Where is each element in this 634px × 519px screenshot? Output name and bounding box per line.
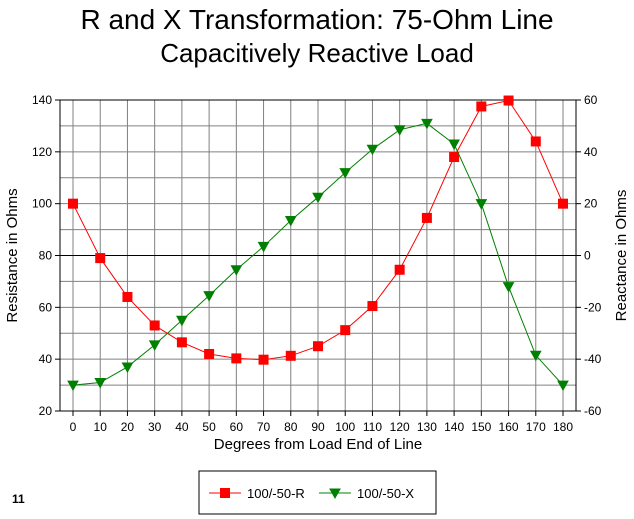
reactance-point [366, 144, 379, 156]
left-y-tick-label: 140 [32, 93, 52, 107]
resistance-point [367, 301, 378, 312]
page-number: 11 [12, 492, 25, 506]
axis-ticks: 0 10 20 30 40 50 60 70 80 90 100 110 120 130 140 150 160… [32, 93, 602, 434]
x-tick-label: 150 [471, 420, 491, 434]
resistance-point [503, 95, 514, 106]
chart-title: R and X Transformation: 75-Ohm Line [80, 4, 554, 35]
reactance-point [393, 125, 406, 136]
reactance-point [312, 192, 324, 204]
x-tick-label: 30 [148, 420, 162, 434]
reactance-point [529, 350, 542, 362]
x-tick-label: 0 [70, 420, 77, 434]
resistance-point [476, 101, 487, 112]
resistance-point [231, 353, 242, 364]
x-tick-label: 160 [499, 420, 519, 434]
x-tick-label: 80 [284, 420, 298, 434]
right-y-tick-label: -40 [584, 352, 602, 366]
x-axis-label: Degrees from Load End of Line [214, 436, 422, 453]
reactance-point [121, 362, 134, 373]
reactance-legend-label: 100/-50-X [357, 486, 414, 501]
resistance-point [285, 350, 296, 361]
resistance-point [449, 152, 460, 163]
x-tick-label: 130 [417, 420, 437, 434]
left-y-tick-label: 40 [39, 352, 53, 366]
left-y-tick-label: 120 [32, 145, 52, 159]
right-y-tick-label: 20 [584, 197, 598, 211]
resistance-point [149, 320, 160, 331]
x-tick-label: 100 [335, 420, 355, 434]
reactance-point [176, 315, 188, 327]
series-layer [67, 95, 569, 392]
reactance-point [67, 380, 79, 392]
x-tick-label: 90 [311, 420, 325, 434]
reactance-point [230, 265, 243, 276]
reactance-point [257, 241, 270, 253]
right-y-tick-label: -60 [584, 404, 602, 418]
left-y-tick-label: 80 [39, 249, 53, 263]
left-y-tick-label: 60 [39, 300, 53, 314]
x-tick-label: 50 [202, 420, 216, 434]
x-tick-label: 60 [230, 420, 244, 434]
right-y-tick-label: -20 [584, 300, 602, 314]
resistance-point [558, 198, 568, 209]
reactance-point [339, 168, 352, 179]
resistance-point [176, 337, 187, 348]
resistance-point [530, 136, 541, 147]
reactance-legend-marker [329, 488, 341, 500]
resistance-point [313, 341, 323, 352]
x-tick-label: 40 [175, 420, 189, 434]
resistance-point [95, 253, 106, 264]
resistance-point [204, 348, 215, 359]
resistance-point [340, 325, 351, 336]
x-tick-label: 10 [94, 420, 108, 434]
x-tick-label: 20 [121, 420, 135, 434]
left-y-tick-label: 100 [32, 197, 52, 211]
resistance-point [394, 264, 405, 275]
reactance-point [502, 282, 515, 293]
reactance-point [475, 199, 488, 210]
right-y-tick-label: 0 [584, 249, 591, 263]
left-y-tick-label: 20 [39, 404, 53, 418]
chart-subtitle: Capacitively Reactive Load [160, 38, 474, 68]
x-tick-label: 120 [390, 420, 410, 434]
reactance-point [203, 291, 215, 302]
reactance-point [284, 216, 297, 227]
x-tick-label: 110 [363, 420, 382, 434]
x-tick-label: 70 [257, 420, 271, 434]
resistance-point [122, 291, 133, 302]
reactance-point [557, 380, 569, 392]
right-y-tick-label: 60 [584, 93, 598, 107]
right-y-axis-label: Reactance in Ohms [613, 190, 630, 322]
resistance-point [258, 354, 269, 365]
resistance-point [421, 212, 432, 223]
reactance-point [421, 118, 433, 130]
resistance-legend-label: 100/-50-R [247, 486, 305, 501]
resistance-legend-marker [220, 488, 230, 498]
x-tick-label: 140 [444, 420, 464, 434]
legend: 100/-50-R 100/-50-X [209, 486, 414, 501]
right-y-tick-label: 40 [584, 145, 598, 159]
x-tick-label: 170 [526, 420, 546, 434]
resistance-point [68, 198, 78, 209]
reactance-point [94, 377, 107, 389]
reactance-point [448, 139, 460, 151]
reactance-point [148, 340, 161, 351]
left-y-axis-label: Resistance in Ohms [4, 188, 21, 322]
x-tick-label: 180 [553, 420, 573, 434]
